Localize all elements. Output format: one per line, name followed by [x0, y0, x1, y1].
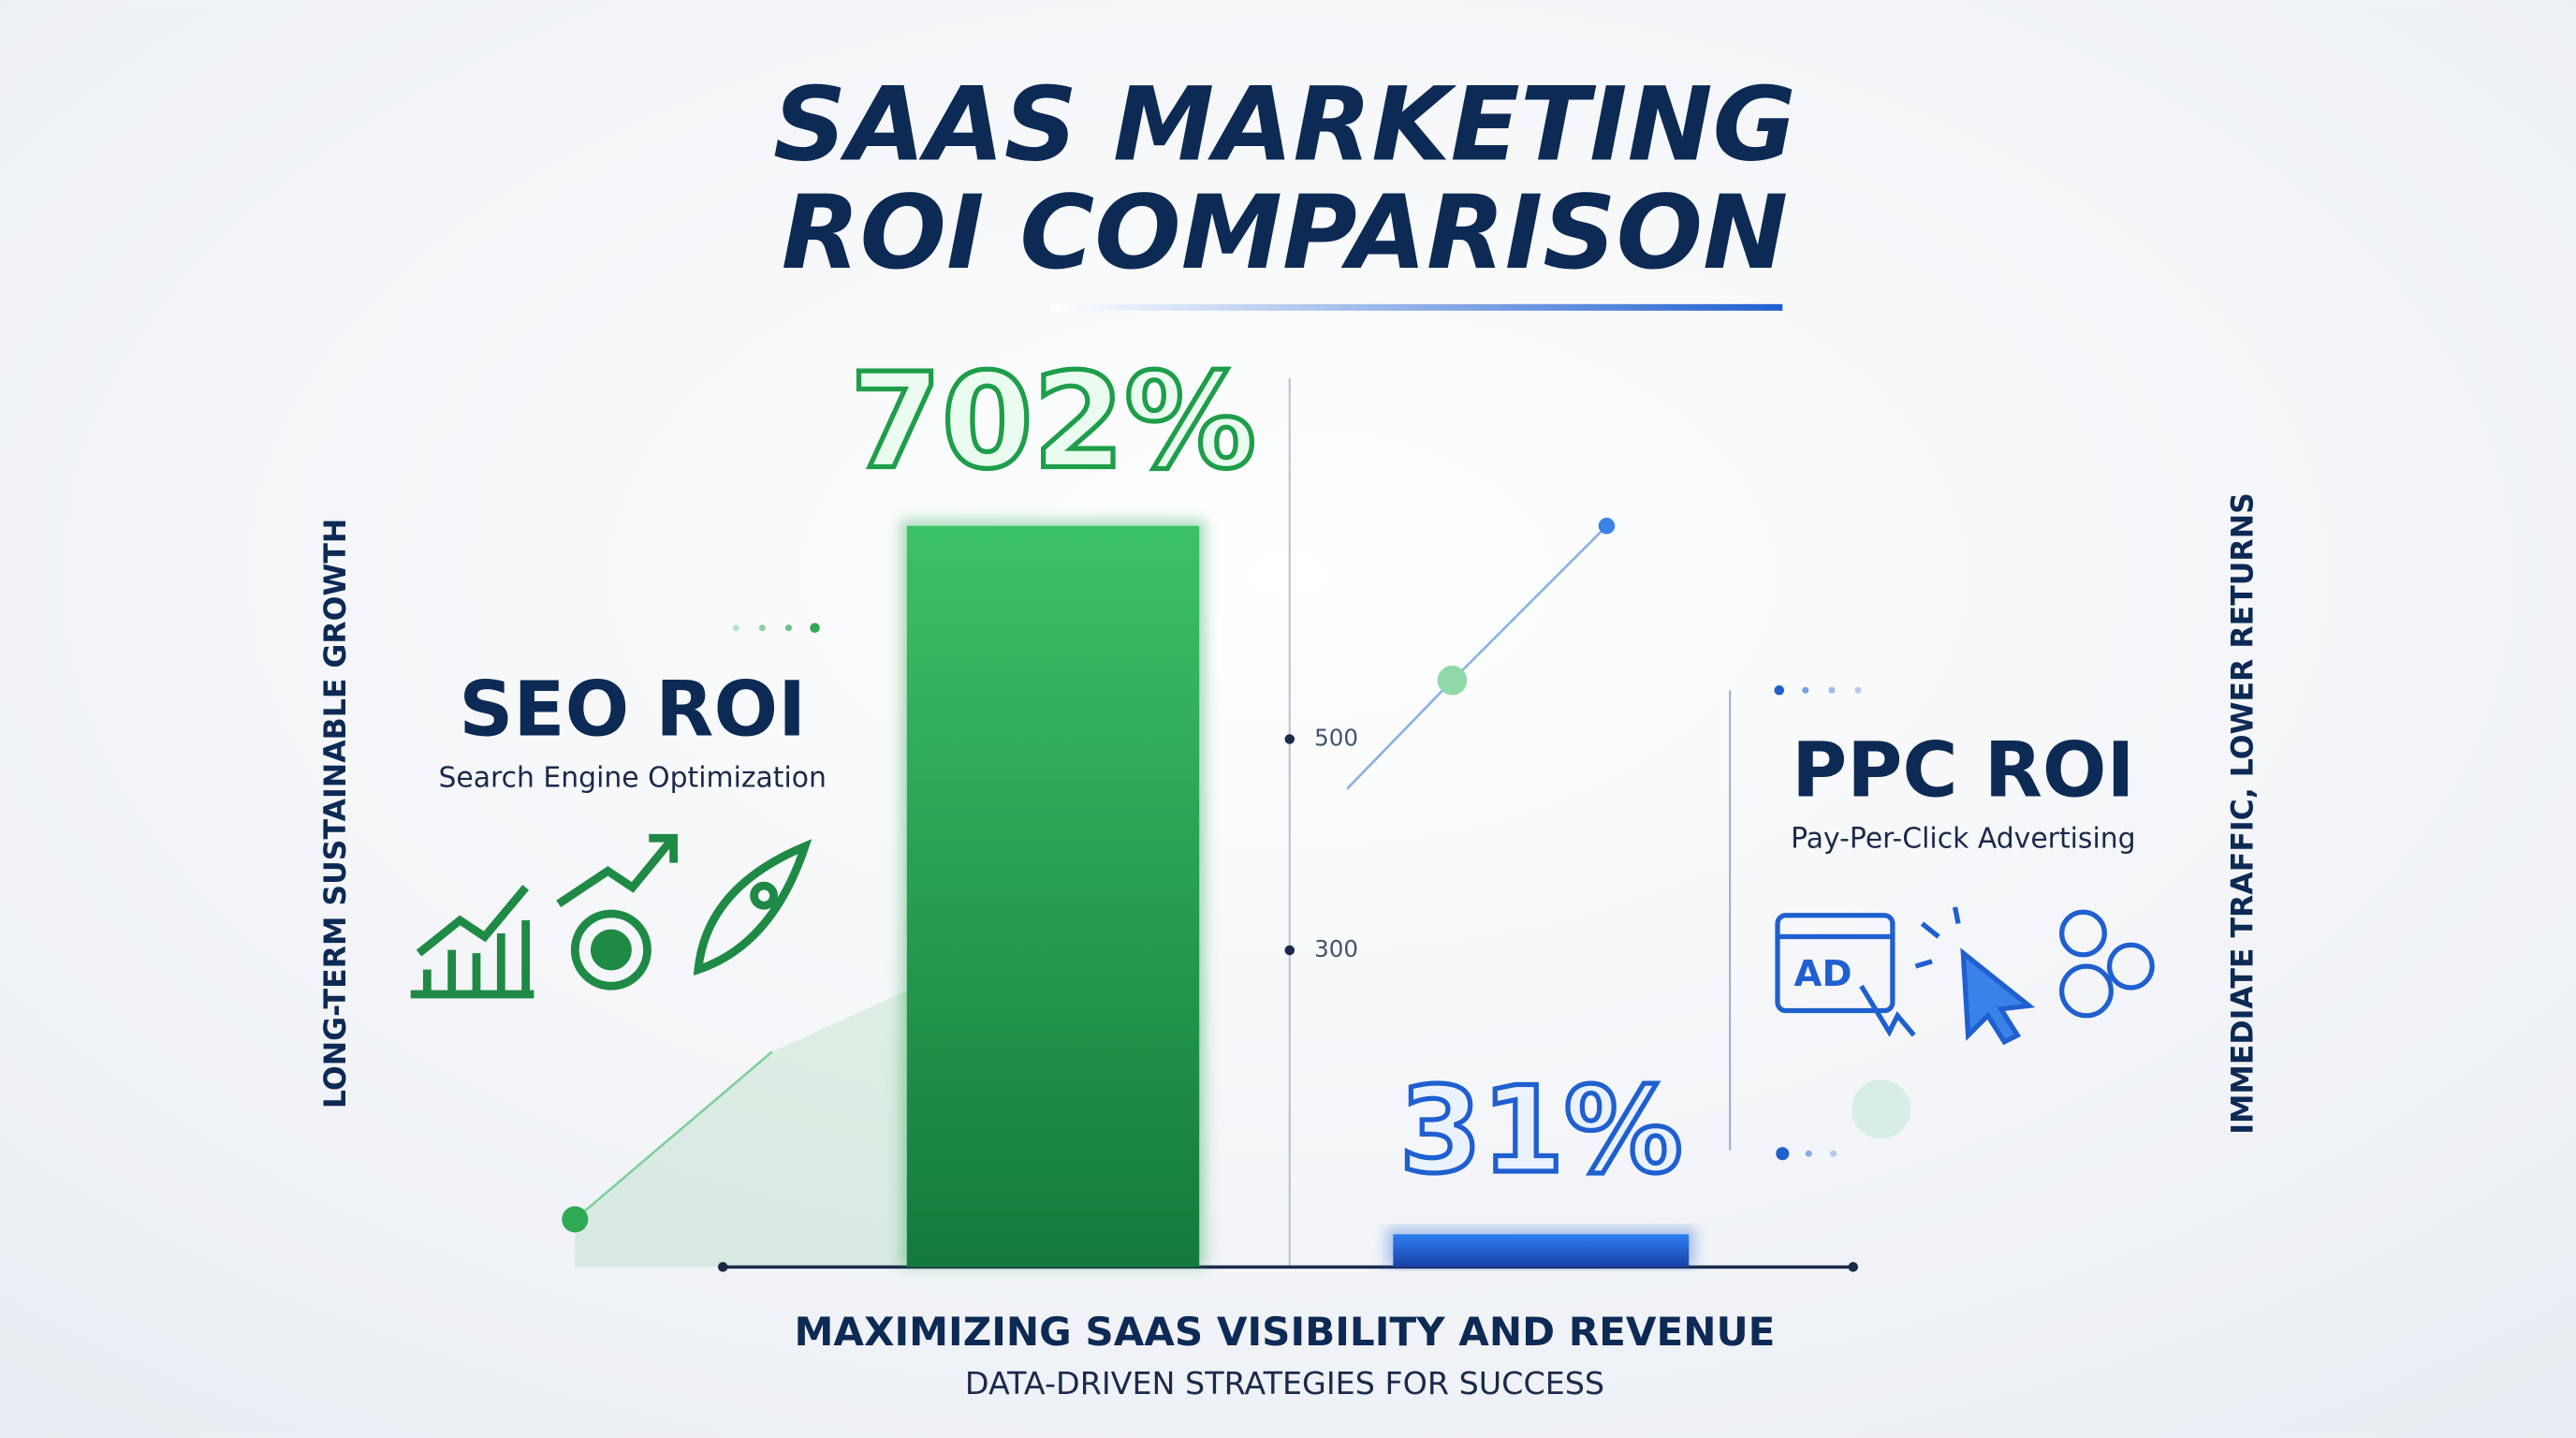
category-subtitle: Pay-Per-Click Advertising: [1791, 822, 2135, 855]
value-label: 702%: [850, 345, 1256, 498]
decor-line: [574, 1050, 773, 1221]
axis-end: [1848, 1262, 1859, 1272]
category-label: SEO ROI: [459, 667, 806, 755]
bar: [906, 525, 1200, 1268]
footer-title: MAXIMIZING SAAS VISIBILITY AND REVENUE: [795, 1309, 1776, 1355]
title-underline: [1051, 303, 1783, 311]
decor-dot: [1598, 518, 1616, 535]
seo-icons: [410, 833, 812, 999]
y-tick-label: 300: [1314, 935, 1358, 962]
y-tick: [1284, 945, 1295, 956]
chart-title: SAAS MARKETING: [773, 65, 1796, 183]
bar: [1393, 1234, 1690, 1268]
decor-dot: [562, 1206, 589, 1233]
y-tick: [1284, 734, 1295, 744]
ppc-icons: [1775, 906, 2155, 1046]
chart-title: ROI COMPARISON: [782, 173, 1788, 292]
seo-dots: [732, 623, 820, 633]
side-label: IMMEDIATE TRAFFIC, LOWER RETURNS: [2226, 492, 2260, 1135]
ppc-dots: [1774, 685, 1862, 1161]
y-tick-label: 500: [1314, 724, 1358, 751]
decor-dot: [1437, 665, 1468, 696]
value-label: 31%: [1399, 1062, 1682, 1199]
axis-end: [717, 1262, 728, 1272]
icon-label: AD: [1794, 953, 1852, 995]
side-label: LONG-TERM SUSTAINABLE GROWTH: [319, 519, 353, 1108]
decor-dot: [1852, 1079, 1911, 1139]
footer-subtitle: DATA-DRIVEN STRATEGIES FOR SUCCESS: [965, 1365, 1604, 1401]
category-label: PPC ROI: [1792, 727, 2134, 815]
category-subtitle: Search Engine Optimization: [438, 762, 826, 795]
